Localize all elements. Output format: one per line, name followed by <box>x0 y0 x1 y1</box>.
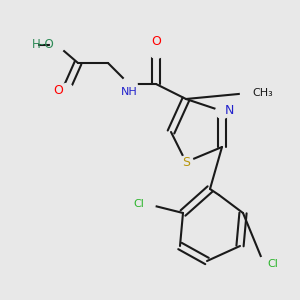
Text: Cl: Cl <box>133 199 144 209</box>
Text: H-O: H-O <box>32 38 55 52</box>
Text: Cl: Cl <box>267 259 278 269</box>
Text: NH: NH <box>121 87 137 97</box>
Text: O: O <box>53 83 63 97</box>
Text: CH₃: CH₃ <box>252 88 273 98</box>
Text: S: S <box>182 155 190 169</box>
Text: N: N <box>225 104 234 118</box>
Text: O: O <box>151 35 161 48</box>
